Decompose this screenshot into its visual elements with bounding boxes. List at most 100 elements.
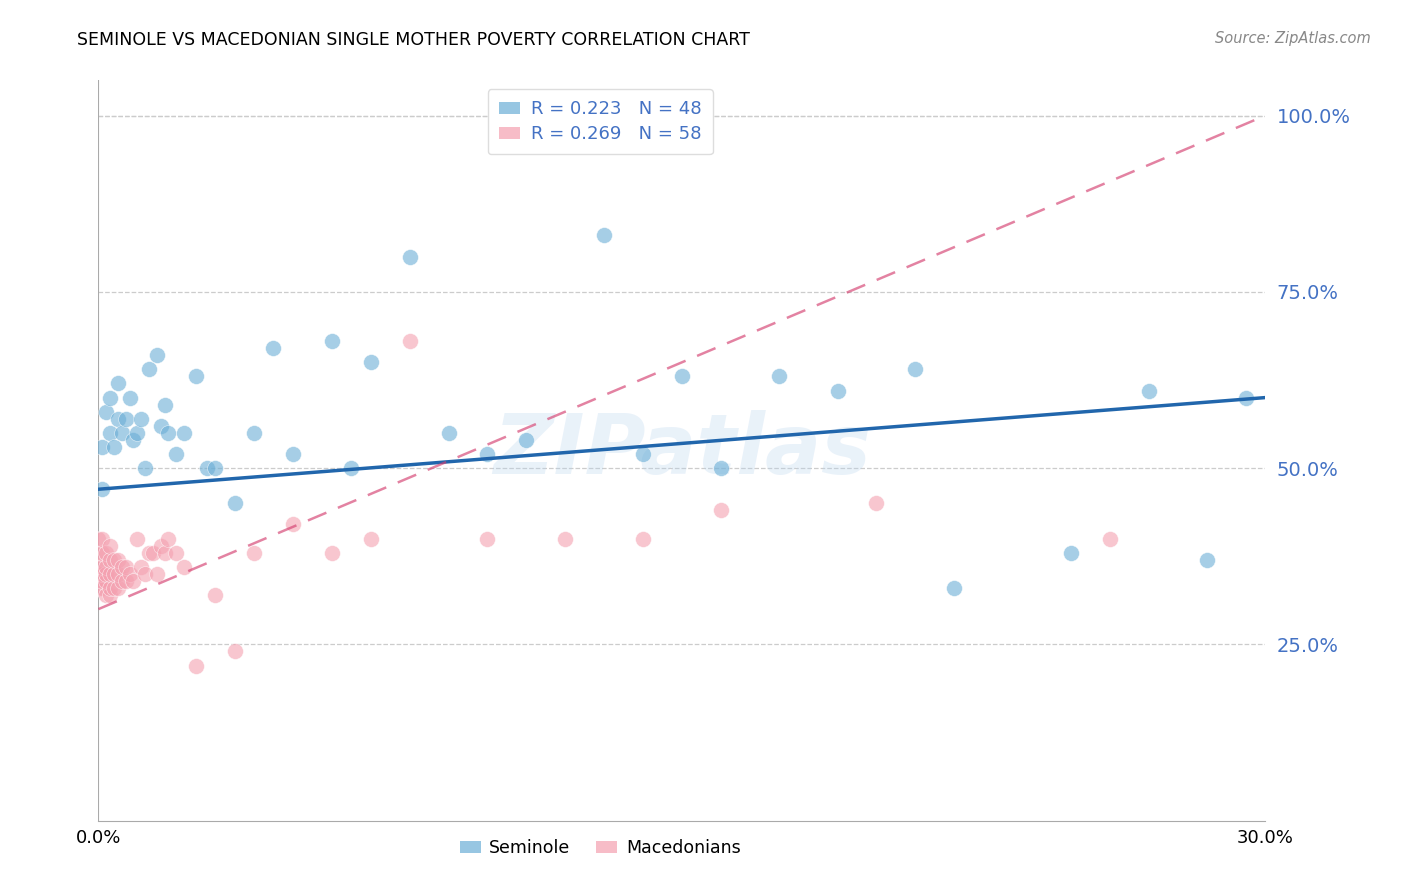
Point bbox=[398, 250, 420, 264]
Point bbox=[118, 566, 141, 581]
Point bbox=[134, 461, 156, 475]
Point bbox=[96, 559, 118, 574]
Point bbox=[122, 574, 145, 588]
Point bbox=[153, 546, 176, 560]
Point bbox=[157, 532, 180, 546]
Point bbox=[118, 391, 141, 405]
Point bbox=[114, 559, 136, 574]
Point bbox=[96, 588, 118, 602]
Point bbox=[321, 546, 343, 560]
Point bbox=[87, 546, 110, 560]
Point bbox=[134, 566, 156, 581]
Point bbox=[91, 581, 114, 595]
Point bbox=[96, 546, 118, 560]
Point bbox=[107, 553, 129, 567]
Point bbox=[138, 546, 160, 560]
Point bbox=[122, 433, 145, 447]
Point bbox=[1137, 384, 1160, 398]
Point bbox=[943, 581, 966, 595]
Point bbox=[91, 482, 114, 496]
Point bbox=[107, 581, 129, 595]
Point bbox=[87, 581, 110, 595]
Point bbox=[103, 440, 125, 454]
Point bbox=[360, 355, 382, 369]
Point bbox=[129, 411, 152, 425]
Point bbox=[710, 461, 733, 475]
Point bbox=[262, 341, 284, 355]
Point bbox=[904, 362, 927, 376]
Legend: Seminole, Macedonians: Seminole, Macedonians bbox=[453, 832, 748, 863]
Point bbox=[477, 447, 499, 461]
Point bbox=[91, 440, 114, 454]
Point bbox=[1098, 532, 1121, 546]
Point bbox=[98, 566, 121, 581]
Point bbox=[91, 546, 114, 560]
Point bbox=[173, 425, 195, 440]
Point bbox=[631, 532, 654, 546]
Point bbox=[98, 588, 121, 602]
Point bbox=[114, 411, 136, 425]
Text: ZIPatlas: ZIPatlas bbox=[494, 410, 870, 491]
Text: SEMINOLE VS MACEDONIAN SINGLE MOTHER POVERTY CORRELATION CHART: SEMINOLE VS MACEDONIAN SINGLE MOTHER POV… bbox=[77, 31, 751, 49]
Point bbox=[96, 566, 118, 581]
Point bbox=[114, 574, 136, 588]
Point bbox=[1195, 553, 1218, 567]
Point bbox=[671, 369, 693, 384]
Point bbox=[593, 228, 616, 243]
Point bbox=[243, 546, 266, 560]
Point bbox=[1060, 546, 1083, 560]
Point bbox=[98, 391, 121, 405]
Point bbox=[96, 405, 118, 419]
Point bbox=[107, 566, 129, 581]
Point bbox=[149, 539, 172, 553]
Point bbox=[138, 362, 160, 376]
Point bbox=[146, 348, 169, 362]
Point bbox=[103, 566, 125, 581]
Point bbox=[224, 644, 246, 658]
Point bbox=[340, 461, 363, 475]
Point bbox=[224, 496, 246, 510]
Point bbox=[827, 384, 849, 398]
Point bbox=[360, 532, 382, 546]
Point bbox=[165, 546, 187, 560]
Point bbox=[87, 566, 110, 581]
Point bbox=[153, 398, 176, 412]
Point bbox=[1234, 391, 1257, 405]
Point bbox=[631, 447, 654, 461]
Point bbox=[98, 581, 121, 595]
Point bbox=[98, 425, 121, 440]
Point bbox=[281, 447, 304, 461]
Point bbox=[865, 496, 887, 510]
Point bbox=[243, 425, 266, 440]
Point bbox=[321, 334, 343, 348]
Point bbox=[165, 447, 187, 461]
Point bbox=[204, 461, 226, 475]
Point bbox=[142, 546, 165, 560]
Point bbox=[111, 425, 134, 440]
Point bbox=[195, 461, 218, 475]
Point bbox=[281, 517, 304, 532]
Point bbox=[173, 559, 195, 574]
Point bbox=[768, 369, 790, 384]
Point bbox=[554, 532, 576, 546]
Point bbox=[184, 369, 207, 384]
Point bbox=[157, 425, 180, 440]
Point bbox=[103, 553, 125, 567]
Point bbox=[437, 425, 460, 440]
Point bbox=[127, 425, 149, 440]
Point bbox=[98, 553, 121, 567]
Point bbox=[710, 503, 733, 517]
Point bbox=[91, 566, 114, 581]
Point bbox=[149, 418, 172, 433]
Point bbox=[107, 411, 129, 425]
Point bbox=[98, 539, 121, 553]
Point bbox=[103, 581, 125, 595]
Text: Source: ZipAtlas.com: Source: ZipAtlas.com bbox=[1215, 31, 1371, 46]
Point bbox=[127, 532, 149, 546]
Point bbox=[146, 566, 169, 581]
Point bbox=[111, 574, 134, 588]
Point bbox=[515, 433, 537, 447]
Point bbox=[477, 532, 499, 546]
Point bbox=[96, 574, 118, 588]
Point bbox=[87, 532, 110, 546]
